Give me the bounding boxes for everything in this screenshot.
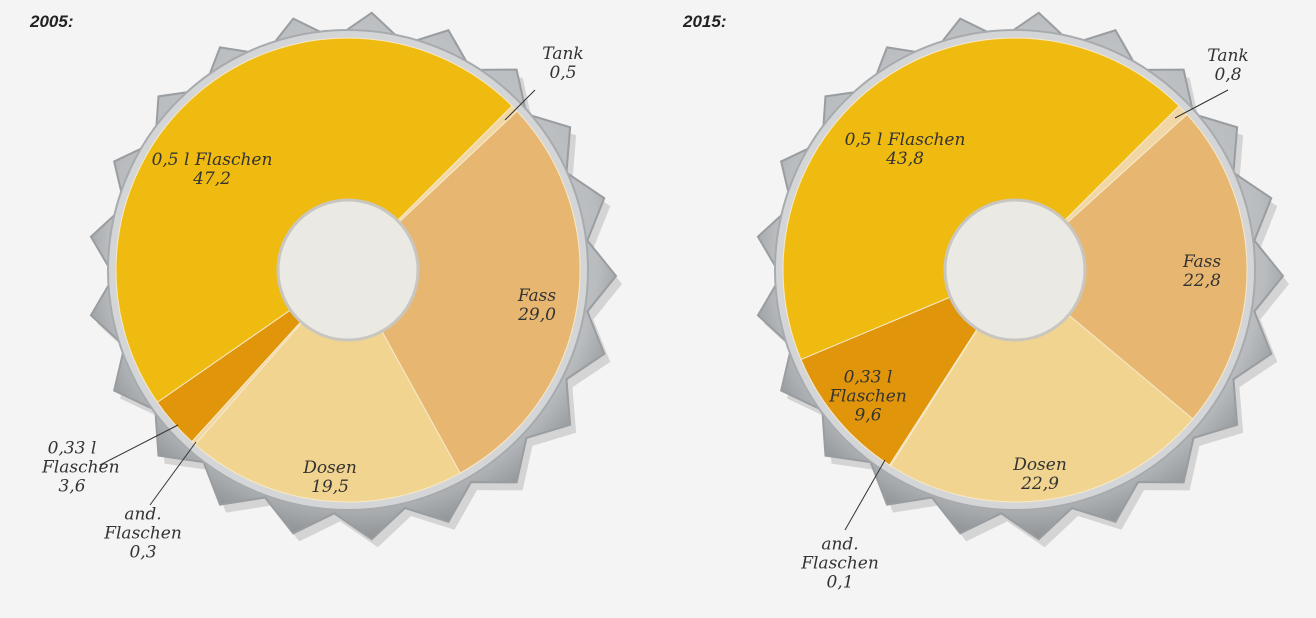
category-label: 0,33 l Flaschen (823, 369, 913, 407)
value-label: 22,8 (1183, 272, 1221, 291)
value-label: 29,0 (518, 306, 556, 325)
value-label: 47,2 (152, 170, 273, 189)
value-label: 0,8 (1207, 66, 1248, 85)
page: 2005:Tank0,5Fass29,0Dosen19,5and. Flasch… (0, 0, 1316, 618)
leader-line (845, 460, 885, 530)
category-label: Fass (1183, 253, 1221, 272)
category-label: 0,5 l Flaschen (845, 131, 966, 150)
category-label: and. Flaschen (800, 536, 880, 574)
value-label: 3,6 (42, 478, 102, 497)
value-label: 22,9 (1013, 475, 1067, 494)
chart (0, 0, 1316, 618)
hole (278, 200, 418, 340)
category-label: Dosen (303, 459, 357, 478)
chart-title: 2015: (683, 12, 726, 32)
value-label: 0,1 (800, 574, 880, 593)
category-label: 0,33 l Flaschen (42, 440, 102, 478)
value-label: 0,3 (103, 544, 183, 563)
category-label: Fass (518, 287, 556, 306)
hole (945, 200, 1085, 340)
value-label: 43,8 (845, 150, 966, 169)
category-label: and. Flaschen (103, 506, 183, 544)
chart-title: 2005: (30, 12, 73, 32)
category-label: Dosen (1013, 456, 1067, 475)
category-label: Tank (1207, 47, 1248, 66)
value-label: 19,5 (303, 478, 357, 497)
value-label: 9,6 (823, 407, 913, 426)
category-label: Tank (542, 45, 583, 64)
category-label: 0,5 l Flaschen (152, 151, 273, 170)
value-label: 0,5 (542, 64, 583, 83)
